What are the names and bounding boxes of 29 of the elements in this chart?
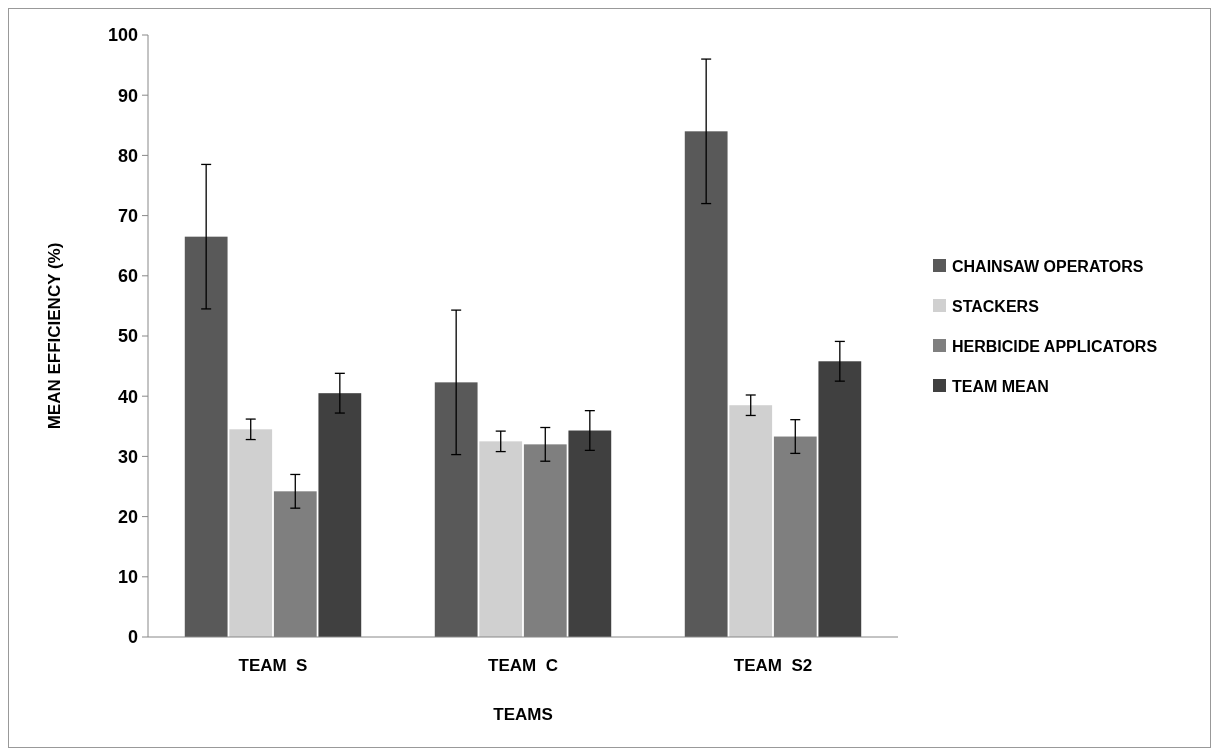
x-tick-label: TEAM C [488,656,558,675]
y-tick-label: 10 [117,567,138,588]
bar [684,131,728,637]
bar [229,429,273,637]
legend-label: TEAM MEAN [952,377,1049,395]
y-tick-label: 50 [117,326,138,347]
y-tick-label: 100 [107,25,138,46]
bar [434,382,478,637]
y-tick-label: 30 [117,446,138,467]
y-axis-title: MEAN EFFICIENCY (%) [45,242,64,430]
bar [184,236,228,637]
y-tick-label: 40 [117,386,138,407]
bar [818,361,862,637]
y-tick-label: 0 [127,627,138,648]
x-axis-title: TEAMS [493,705,553,724]
x-tick-label: TEAM S [238,656,308,675]
legend-label: HERBICIDE APPLICATORS [952,337,1158,355]
legend-label: CHAINSAW OPERATORS [952,257,1144,275]
y-tick-label: 80 [117,145,138,166]
x-tick-label: TEAM S2 [733,656,813,675]
y-tick-label: 60 [117,266,138,287]
bar [479,441,523,637]
bar [318,393,362,637]
y-tick-label: 90 [117,85,138,106]
bar [729,405,773,637]
y-tick-label: 20 [117,506,138,527]
legend-label: STACKERS [952,297,1040,315]
y-tick-label: 70 [117,205,138,226]
bar [568,430,612,637]
